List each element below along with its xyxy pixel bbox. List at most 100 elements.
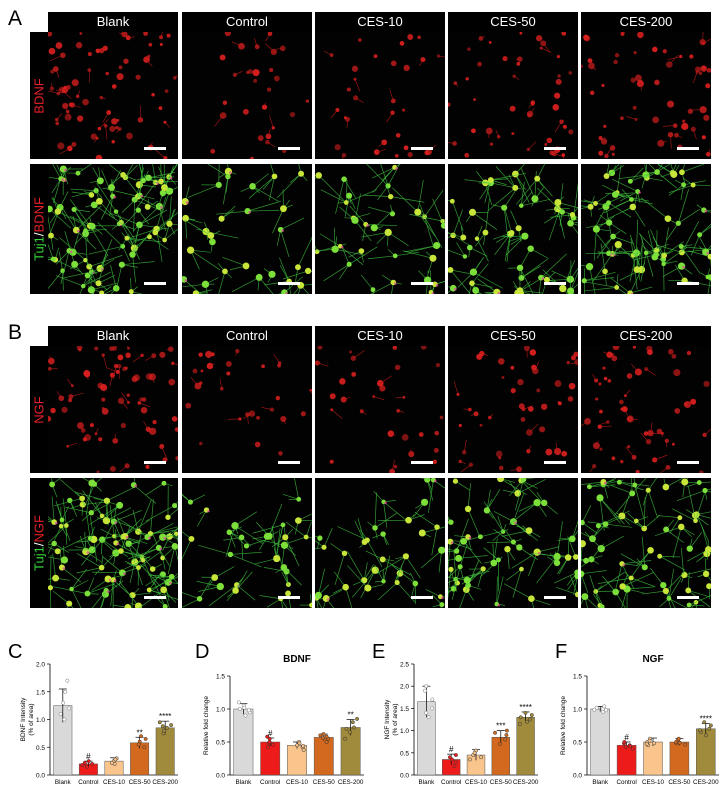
data-point [302,744,305,747]
panel-letter-a: A [8,8,22,29]
row-label-part: Tuj1 [32,236,47,261]
data-point [343,737,346,740]
micrograph-merge-4 [581,478,711,608]
x-tick-label: CES-10 [286,779,309,786]
y-tick-label: 1.0 [400,728,409,735]
scale-bar [144,596,166,599]
data-point [424,711,427,714]
scale-bar [278,461,300,464]
data-point [66,679,69,682]
data-point [238,707,241,710]
micrograph-red-4 [581,32,711,159]
column-header-3: CES-50 [448,326,578,346]
significance-mark: # [86,752,91,761]
micrograph-red-2 [315,346,445,473]
data-point [345,727,348,730]
bar-blank [591,709,610,775]
data-point [604,709,607,712]
data-point [110,761,113,764]
row-label-part: Tuj1 [32,546,47,571]
data-point [473,751,476,754]
x-tick-label: Blank [55,779,72,786]
micrograph-red-4 [581,346,711,473]
data-point [454,753,457,756]
y-tick-label: 2.0 [36,662,45,669]
data-point [244,714,247,717]
y-axis-label: Relative fold change [560,696,567,755]
scale-bar [677,596,699,599]
x-tick-label: Blank [419,779,436,786]
micrograph-merge-4 [581,164,711,294]
data-point [268,740,271,743]
micrograph-red-1 [182,32,312,159]
data-point [352,726,355,729]
data-point [243,706,246,709]
data-point [624,745,627,748]
scale-bar [544,147,566,150]
data-point [63,718,66,721]
data-point [677,737,680,740]
micrograph-merge-0 [48,478,178,608]
panel-letter-e: E [372,641,385,663]
x-tick-label: CES-10 [103,779,126,786]
y-axis-label: Relative fold change [203,696,210,755]
row-label-red: BDNF [30,32,48,159]
column-header-3: CES-50 [448,12,578,32]
row-label-text: BDNF [32,78,47,113]
scale-bar [677,147,699,150]
column-header-4: CES-200 [581,326,711,346]
x-tick-label: CES-200 [152,779,178,786]
y-tick-label: 0.5 [216,740,225,747]
data-point [143,746,146,749]
scale-bar [544,461,566,464]
data-point [114,758,117,761]
scale-bar [144,147,166,150]
row-label-part: NGF [32,396,47,423]
scale-bar [411,461,433,464]
scale-bar [411,282,433,285]
micrograph-red-3 [448,32,578,159]
significance-mark: **** [519,703,531,712]
x-tick-label: CES-50 [129,779,152,786]
row-label-text: Tuj1/BDNF [32,197,47,261]
micrograph-merge-3 [448,478,578,608]
micrograph-red-0 [48,346,178,473]
significance-mark: ** [136,728,142,737]
significance-mark: **** [159,712,171,721]
micrograph-red-1 [182,346,312,473]
bar-ces-10 [643,742,662,775]
data-point [631,747,634,750]
column-header-2: CES-10 [315,12,445,32]
micrograph-merge-2 [315,478,445,608]
scale-bar [278,282,300,285]
bar-ces-50 [314,737,333,775]
data-point [298,742,301,745]
data-point [479,756,482,759]
y-tick-label: 1.0 [36,717,45,724]
y-tick-label: 1.0 [216,707,225,714]
data-point [271,743,274,746]
data-point [709,724,712,727]
significance-mark: **** [700,715,712,724]
scale-bar [411,596,433,599]
row-label-red: NGF [30,346,48,473]
data-point [698,728,701,731]
panel-letter-c: C [8,641,22,663]
bar-ces-200 [517,717,535,775]
row-label-part: / [32,232,47,236]
data-point [321,736,324,739]
micrograph-merge-1 [182,478,312,608]
x-tick-label: Control [78,779,98,786]
y-axis-label: BDNF Intensity(% of area) [20,697,35,741]
row-label-merge: Tuj1/BDNF [30,164,48,294]
data-point [593,708,596,711]
data-point [628,744,631,747]
data-point [528,718,531,721]
y-axis-label: NGF Intensity(% of area) [384,699,399,739]
x-tick-label: CES-10 [465,779,488,786]
data-point [704,734,707,737]
data-point [137,743,140,746]
micrograph-red-3 [448,346,578,473]
